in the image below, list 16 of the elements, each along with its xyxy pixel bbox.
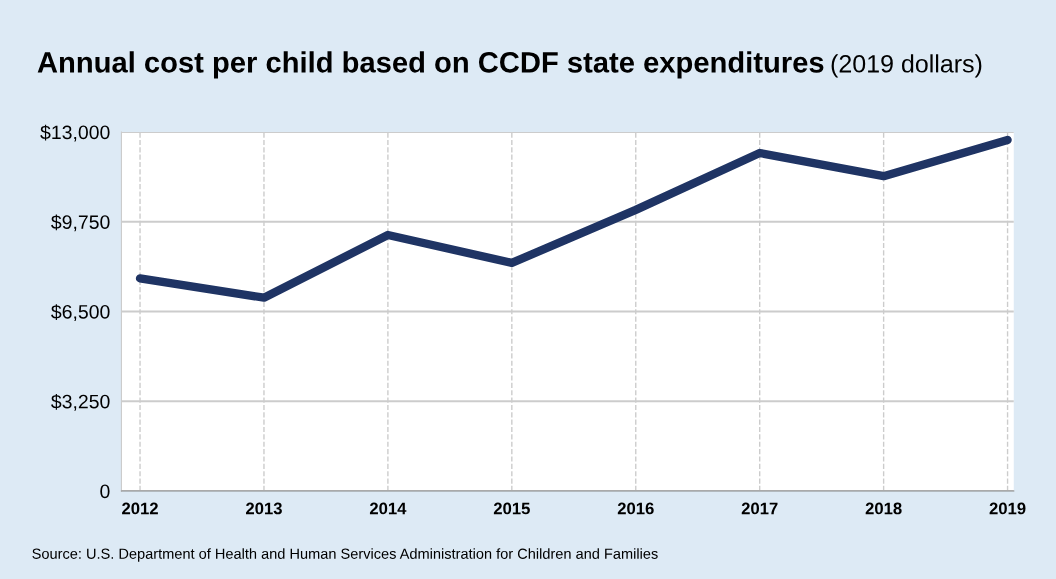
- y-tick-label: 0: [100, 484, 110, 499]
- x-tick-label: 2016: [617, 502, 654, 515]
- x-tick-label: 2017: [741, 502, 778, 515]
- x-tick-label: 2019: [989, 502, 1026, 515]
- chart-title: Annual cost per child based on CCDF state expenditures: [37, 51, 824, 79]
- y-tick-label: $13,000: [40, 124, 110, 142]
- source-note: Source: U.S. Department of Health and Human Services Administration for Children and Families: [32, 548, 658, 562]
- y-tick-label: $3,250: [51, 393, 110, 411]
- x-tick-label: 2018: [865, 502, 902, 515]
- x-tick-label: 2012: [122, 502, 158, 515]
- x-tick-label: 2013: [246, 502, 282, 515]
- y-tick-label: $9,750: [51, 214, 110, 232]
- x-tick-label: 2015: [493, 502, 530, 515]
- chart-subtitle: (2019 dollars): [831, 54, 982, 78]
- y-tick-label: $6,500: [51, 304, 110, 322]
- x-tick-label: 2014: [369, 502, 407, 515]
